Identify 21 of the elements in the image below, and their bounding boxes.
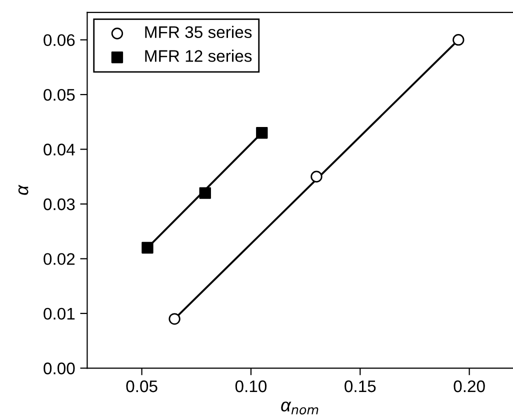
x-tick-label: 0.05 — [126, 380, 158, 392]
point — [142, 242, 154, 254]
x-tick-label: 0.20 — [454, 380, 485, 392]
legend-label: MFR 12 series — [145, 50, 252, 62]
point — [168, 313, 180, 325]
x-axis-title: α$_{nom}$ — [281, 402, 318, 414]
point — [199, 187, 211, 199]
point — [452, 34, 464, 46]
y-tick-label: 0.00 — [44, 362, 75, 374]
x-tick-label: 0.15 — [344, 380, 376, 392]
y-tick-label: 0.05 — [44, 88, 75, 101]
y-tick-label: 0.06 — [44, 34, 75, 46]
point — [310, 170, 322, 182]
legend-label: MFR 35 series — [145, 26, 252, 38]
y-tick-label: 0.03 — [44, 198, 75, 210]
point — [256, 127, 268, 139]
y-tick-label: 0.04 — [44, 144, 75, 156]
y-tick-label: 0.02 — [44, 253, 75, 265]
y-tick-label: 0.01 — [44, 308, 75, 320]
x-tick-label: 0.10 — [235, 380, 267, 392]
y-axis-title: α — [18, 184, 28, 195]
